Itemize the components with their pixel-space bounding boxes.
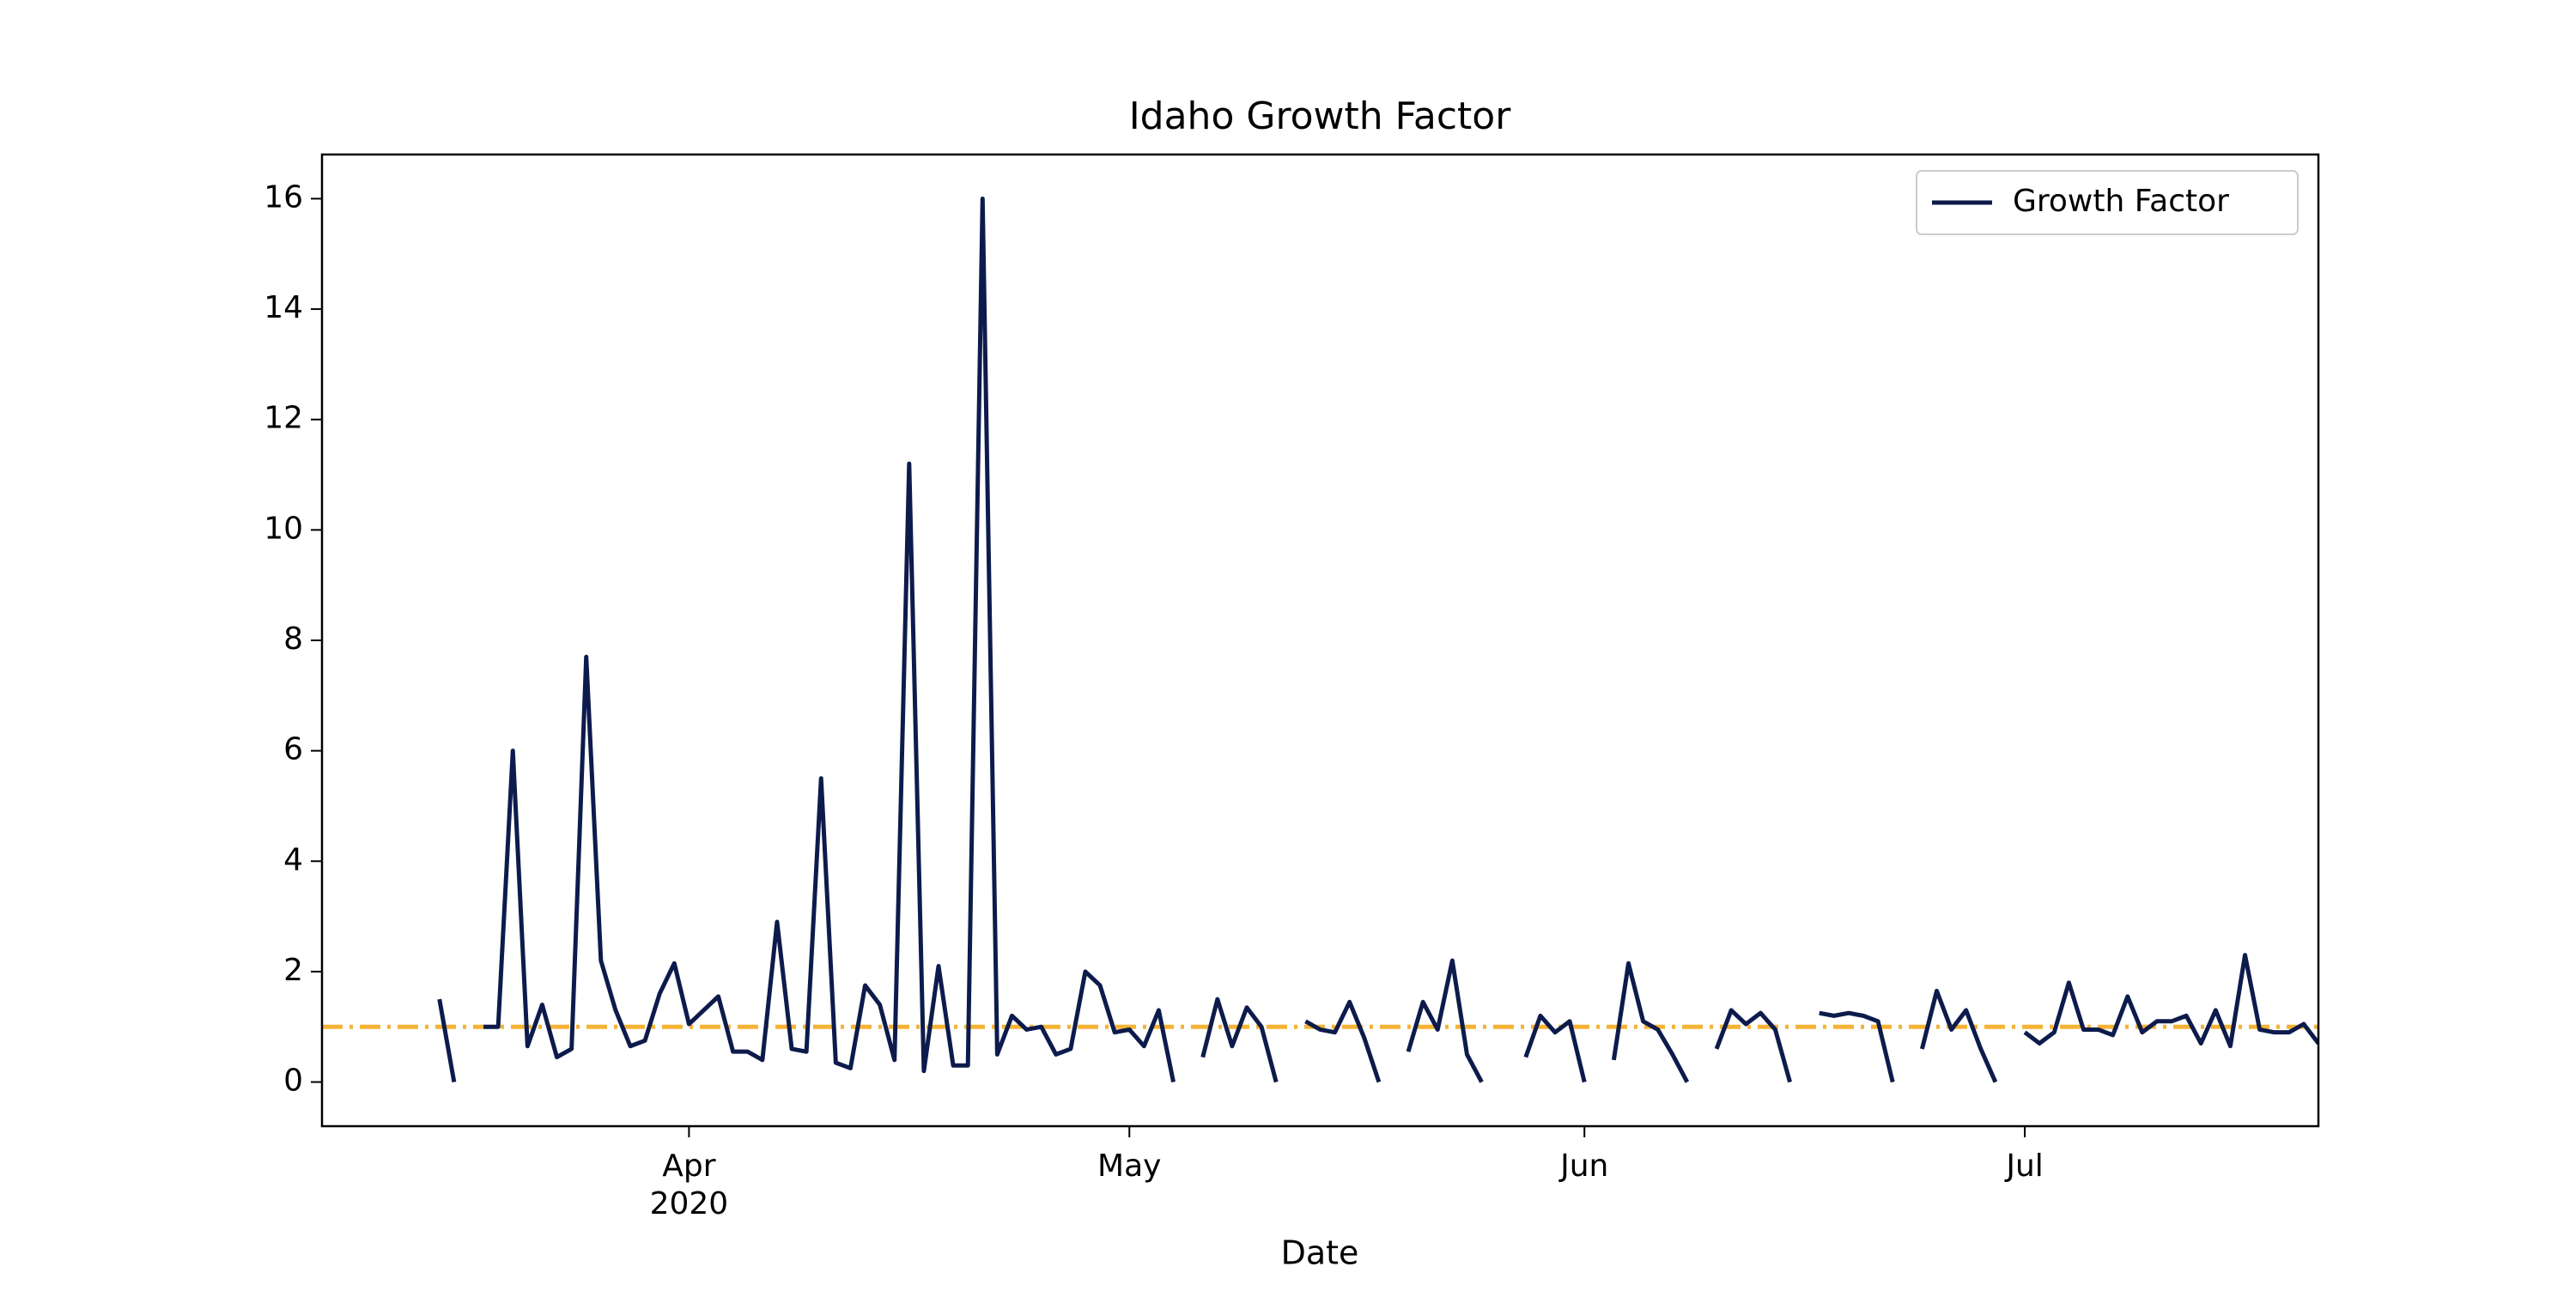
x-tick-label: Jun [1558,1149,1608,1184]
y-tick-label: 10 [264,511,303,546]
y-tick-label: 4 [283,842,303,877]
x-axis-label: Date [1281,1234,1359,1272]
legend-box [1916,170,2299,235]
y-tick-label: 2 [283,953,303,988]
y-tick-label: 0 [283,1064,303,1099]
plot-frame [320,153,2320,1128]
y-tick-label: 6 [283,732,303,767]
y-tick-label: 12 [264,401,303,436]
x-tick-label: Jul [2004,1149,2043,1184]
y-tick-label: 14 [264,290,303,325]
x-tick-label: May [1097,1149,1161,1184]
x-year-label: 2020 [650,1186,729,1221]
plot-area [322,196,2318,1083]
y-tick-label: 8 [283,621,303,657]
legend-label: Growth Factor [2013,184,2229,219]
chart-title: Idaho Growth Factor [1129,94,1512,138]
x-tick-label: Apr [662,1149,715,1184]
series-line [437,196,2318,1083]
y-tick-label: 16 [264,179,303,215]
